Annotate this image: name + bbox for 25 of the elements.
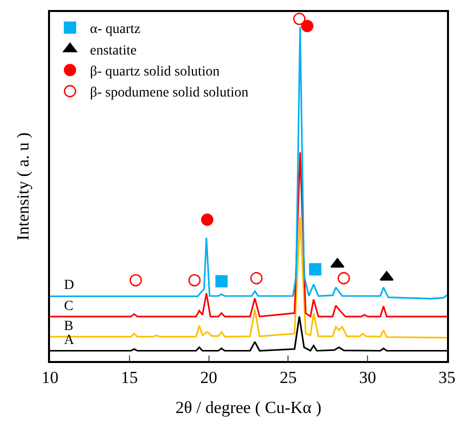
x-tick-label: 25 [280,368,297,388]
point [188,274,201,286]
x-axis-title: 2θ / degree ( Cu-Kα ) [176,398,322,418]
point [301,20,314,32]
point [250,272,263,284]
point [338,272,350,284]
point [130,274,142,286]
legend-label: β- spodumene solid solution [90,86,248,101]
series-label: C [64,299,74,314]
x-tick-label: 20 [200,368,218,388]
legend-label: enstatite [90,43,137,58]
x-tick-label: 10 [42,368,58,388]
legend-label: β- quartz solid solution [90,64,220,80]
series-label: D [64,278,74,293]
point [201,214,214,226]
x-tick-label: 30 [359,368,376,388]
x-tick-label: 15 [120,368,138,388]
y-axis-title: Intensity ( a. u ) [13,132,32,241]
point [293,12,306,25]
x-tick-label: 35 [438,368,456,388]
series-label: B [64,319,74,334]
series-label: A [64,333,75,348]
point [215,275,228,288]
point [309,263,322,276]
legend-label: α- quartz [90,22,140,38]
